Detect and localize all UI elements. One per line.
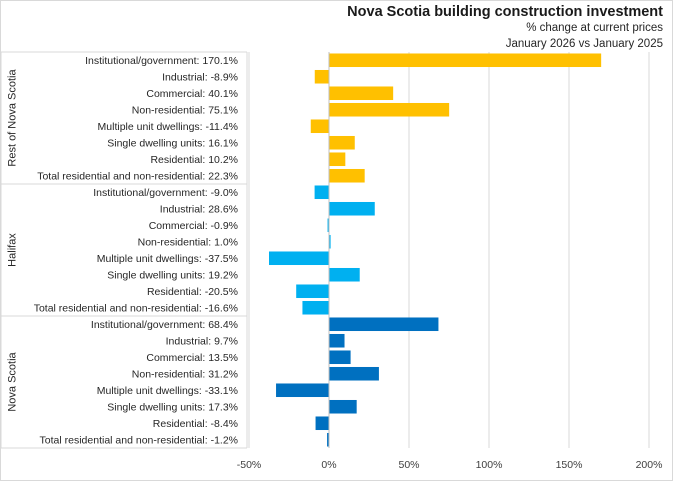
bar — [329, 86, 394, 101]
category-label: Institutional/government: 68.4% — [91, 319, 238, 331]
category-label: Total residential and non-residential: -… — [34, 303, 238, 315]
category-label: Residential: 10.2% — [150, 154, 238, 166]
bar — [329, 135, 355, 150]
bar — [329, 152, 346, 167]
bar — [302, 300, 329, 315]
bar — [315, 416, 329, 431]
bar — [310, 119, 329, 134]
x-tick-label: 50% — [398, 459, 419, 471]
bar — [276, 383, 329, 398]
category-label: Single dwelling units: 19.2% — [107, 270, 238, 282]
category-label: Industrial: -8.9% — [162, 72, 238, 84]
chart-subtitle-period: January 2026 vs January 2025 — [505, 38, 663, 50]
group-label: Halifax — [7, 233, 19, 267]
group-label: Nova Scotia — [7, 351, 19, 411]
category-label: Residential: -8.4% — [153, 418, 238, 430]
bar — [329, 168, 365, 183]
category-label: Industrial: 9.7% — [166, 336, 238, 348]
bar — [327, 218, 329, 233]
bar — [329, 102, 450, 117]
bar — [269, 251, 329, 266]
category-label: Multiple unit dwellings: -11.4% — [98, 121, 238, 133]
category-label: Total residential and non-residential: 2… — [37, 171, 238, 183]
category-label: Non-residential: 1.0% — [138, 237, 238, 249]
category-label: Residential: -20.5% — [147, 286, 238, 298]
group-label: Rest of Nova Scotia — [7, 69, 19, 167]
bar — [329, 267, 360, 282]
category-label: Total residential and non-residential: -… — [40, 435, 238, 447]
bar — [329, 399, 357, 414]
bar — [329, 366, 379, 381]
x-tick-label: 200% — [636, 459, 663, 471]
x-tick-label: 150% — [556, 459, 583, 471]
bar — [296, 284, 329, 299]
bar — [329, 234, 331, 249]
category-label: Commercial: 13.5% — [146, 352, 238, 364]
bar — [329, 317, 439, 332]
x-tick-label: 100% — [476, 459, 503, 471]
category-label: Multiple unit dwellings: -37.5% — [97, 253, 238, 265]
category-label: Institutional/government: -9.0% — [93, 187, 238, 199]
bar — [329, 333, 345, 348]
category-label: Industrial: 28.6% — [160, 204, 238, 216]
category-label: Non-residential: 75.1% — [132, 105, 238, 117]
category-label: Single dwelling units: 17.3% — [107, 402, 238, 414]
bar — [314, 185, 329, 200]
category-label: Single dwelling units: 16.1% — [107, 138, 238, 150]
category-label: Institutional/government: 170.1% — [85, 55, 238, 67]
category-label: Commercial: 40.1% — [146, 88, 238, 100]
category-label: Multiple unit dwellings: -33.1% — [97, 385, 238, 397]
category-label: Non-residential: 31.2% — [132, 369, 238, 381]
bar — [329, 53, 602, 68]
category-label: Commercial: -0.9% — [149, 220, 238, 232]
chart-title: Nova Scotia building construction invest… — [347, 4, 663, 20]
bar — [329, 201, 375, 216]
x-tick-label: 0% — [321, 459, 336, 471]
bar — [327, 432, 329, 447]
bar — [314, 69, 329, 84]
bar — [329, 350, 351, 365]
x-tick-label: -50% — [237, 459, 262, 471]
chart-subtitle-measure: % change at current prices — [526, 22, 663, 34]
